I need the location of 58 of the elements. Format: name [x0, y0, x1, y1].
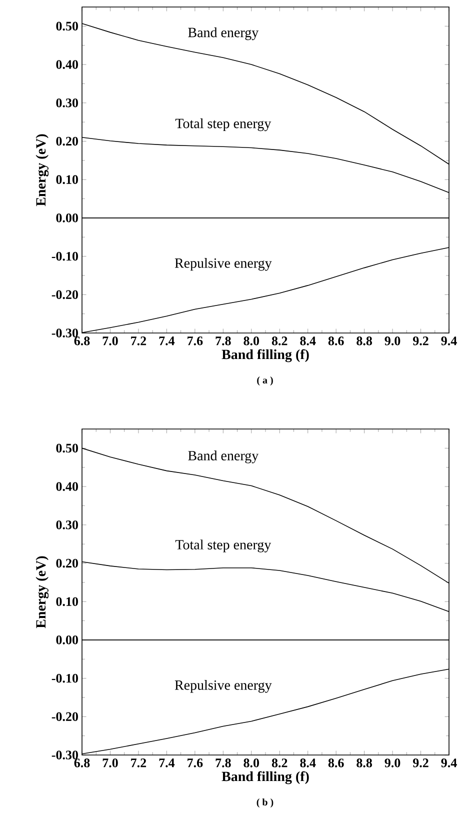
- text: ( b ): [256, 798, 274, 808]
- y-tick-label: -0.10: [52, 674, 78, 683]
- y-tick-label: -0.20: [52, 290, 78, 300]
- x-tick-label: 9.2: [413, 336, 428, 346]
- x-tick-label: 7.2: [131, 336, 146, 346]
- x-axis-title: Band filling (f): [222, 349, 309, 362]
- y-tick-label: 0.30: [56, 98, 78, 108]
- x-tick-label: 7.4: [159, 336, 175, 346]
- x-tick-label: 9.4: [441, 336, 457, 346]
- x-tick-label: 6.8: [74, 758, 90, 768]
- y-tick-label: 0.00: [56, 636, 78, 644]
- series-label: Total step energy: [175, 540, 272, 552]
- y-tick-label: -0.20: [52, 712, 78, 722]
- x-tick-label: 9.0: [384, 758, 400, 768]
- x-tick-label: 8.8: [356, 758, 372, 768]
- y-tick-label: 0.50: [56, 22, 78, 31]
- x-axis-title: Band filling (f): [222, 771, 309, 784]
- y-tick-label: 0.40: [56, 482, 78, 491]
- x-tick-label: 7.0: [102, 758, 118, 768]
- y-tick-label: -0.30: [52, 328, 78, 338]
- x-tick-label: 8.0: [244, 758, 260, 768]
- x-tick-label: 7.8: [216, 758, 231, 768]
- series-label: Repulsive energy: [174, 680, 272, 693]
- x-tick-label: 8.8: [356, 336, 372, 346]
- x-tick-label: 9.0: [384, 336, 400, 346]
- y-tick-label: 0.50: [56, 444, 78, 453]
- x-tick-label: 9.4: [441, 758, 457, 768]
- text: ( a ): [257, 376, 273, 386]
- x-tick-label: 8.6: [328, 336, 344, 346]
- y-tick-label: -0.30: [52, 750, 78, 760]
- y-tick-label: 0.40: [56, 60, 78, 69]
- y-tick-label: 0.20: [56, 136, 78, 146]
- y-tick-label: 0.00: [56, 214, 78, 222]
- x-tick-label: 8.4: [300, 758, 316, 768]
- x-tick-label: 8.2: [272, 336, 288, 346]
- y-tick-label: -0.10: [52, 252, 78, 261]
- x-tick-label: 7.2: [131, 758, 146, 768]
- x-tick-label: 8.2: [272, 758, 288, 768]
- y-tick-label: 0.20: [56, 558, 78, 568]
- x-tick-label: 9.2: [413, 758, 428, 768]
- x-tick-label: 8.4: [300, 336, 316, 346]
- series-label: Total step energy: [175, 118, 272, 132]
- x-tick-label: 6.8: [74, 336, 90, 346]
- series-label: Band energy: [188, 450, 259, 464]
- y-axis-title: Energy (eV): [36, 134, 49, 206]
- x-tick-label: 7.4: [159, 758, 175, 768]
- x-tick-label: 7.6: [188, 758, 203, 768]
- x-tick-label: 8.0: [244, 336, 260, 346]
- legend-label: Band energy: [188, 27, 259, 40]
- y-tick-label: 0.10: [56, 597, 78, 606]
- y-tick-label: 0.10: [56, 175, 78, 184]
- y-tick-label: 0.30: [56, 520, 78, 530]
- x-tick-label: 7.0: [102, 336, 118, 346]
- x-tick-label: 7.6: [188, 336, 203, 346]
- y-axis-title: Energy (eV): [36, 556, 49, 628]
- x-tick-label: 7.8: [216, 336, 231, 346]
- x-tick-label: 8.6: [328, 758, 344, 768]
- series-label: Repulsive energy: [174, 258, 272, 271]
